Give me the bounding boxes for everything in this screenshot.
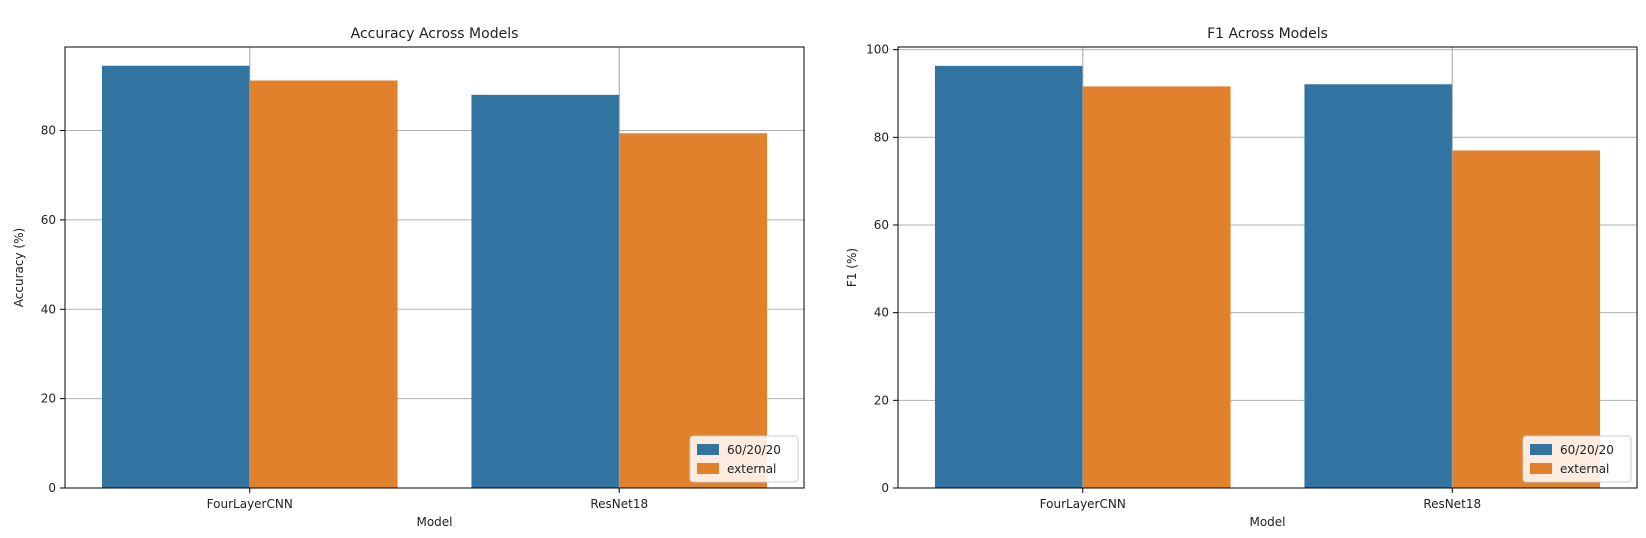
x-tick-label: ResNet18 xyxy=(590,497,648,511)
x-axis-label: Model xyxy=(416,515,452,529)
y-tick-label: 80 xyxy=(41,124,56,138)
chart-title: Accuracy Across Models xyxy=(351,26,519,42)
f1-chart: F1 Across Models 0 20 40 60 80 100 FourLayerCNN… xyxy=(845,26,1638,529)
legend-swatch-1 xyxy=(1530,463,1552,474)
y-tick-label: 80 xyxy=(874,130,889,144)
legend-label-0: 60/20/20 xyxy=(1560,443,1614,457)
y-tick-label: 40 xyxy=(41,302,56,316)
legend-swatch-0 xyxy=(1530,444,1552,455)
y-tick-label: 0 xyxy=(48,481,56,495)
y-tick-label: 40 xyxy=(874,306,889,320)
y-tick-label: 0 xyxy=(881,481,889,495)
legend-label-1: external xyxy=(1560,462,1609,476)
y-tick-label: 20 xyxy=(874,393,889,407)
bar-external-resnet18 xyxy=(1452,150,1601,488)
y-tick-label: 100 xyxy=(866,43,889,57)
bar-external-fourlayercnn xyxy=(1082,86,1231,488)
x-tick-label: FourLayerCNN xyxy=(1040,497,1126,511)
x-axis-label: Model xyxy=(1249,515,1285,529)
x-tick-label: ResNet18 xyxy=(1423,497,1481,511)
legend-label-0: 60/20/20 xyxy=(727,443,781,457)
legend-swatch-1 xyxy=(697,463,719,474)
x-tick-label: FourLayerCNN xyxy=(207,497,293,511)
y-tick-label: 20 xyxy=(41,392,56,406)
bar-60-20-20-fourlayercnn xyxy=(934,65,1083,488)
y-axis-label: Accuracy (%) xyxy=(12,228,26,307)
y-tick-label: 60 xyxy=(874,218,889,232)
bar-60-20-20-fourlayercnn xyxy=(101,65,250,488)
axes-frame xyxy=(897,46,1638,489)
axes-frame xyxy=(64,46,805,489)
bar-external-resnet18 xyxy=(619,133,768,488)
bar-60-20-20-resnet18 xyxy=(471,94,620,489)
legend-label-1: external xyxy=(727,462,776,476)
legend-swatch-0 xyxy=(697,444,719,455)
chart-title: F1 Across Models xyxy=(1207,26,1328,42)
legend: 60/20/20 external xyxy=(1522,435,1632,483)
bar-60-20-20-resnet18 xyxy=(1304,84,1453,489)
y-tick-label: 60 xyxy=(41,213,56,227)
y-axis-label: F1 (%) xyxy=(845,248,859,287)
bar-external-fourlayercnn xyxy=(249,80,398,489)
accuracy-chart: Accuracy Across Models 0 20 40 60 80 FourLayer… xyxy=(12,26,805,529)
legend: 60/20/20 external xyxy=(689,435,799,483)
